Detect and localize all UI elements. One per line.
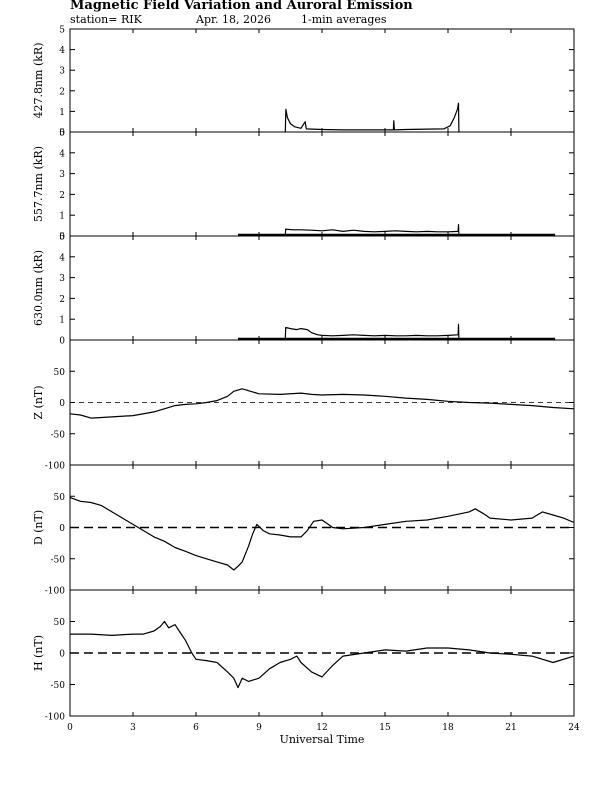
series-line-427-8nm: [284, 102, 460, 132]
y-axis-label-557-7nm: 557.7nm (kR): [32, 146, 45, 222]
y-tick-label: 0: [59, 650, 65, 660]
y-tick-label: 5: [59, 129, 65, 139]
y-tick-label: -100: [45, 462, 65, 472]
date-label: Apr. 18, 2026: [196, 13, 272, 26]
y-tick-label: 0: [59, 337, 65, 347]
panel-frame-630-0nm: [69, 235, 575, 341]
x-tick-label: 12: [316, 723, 327, 733]
y-tick-label: 0: [59, 129, 65, 139]
y-tick-label: -50: [51, 430, 66, 440]
y-tick-label: 2: [59, 191, 65, 201]
y-tick-label: 0: [59, 399, 65, 409]
y-tick-label: 2: [59, 87, 65, 97]
x-tick-label: 9: [256, 723, 262, 733]
y-tick-label: 1: [59, 316, 65, 326]
panel-frame-427-8nm: [69, 28, 575, 133]
series-line-630-0nm: [284, 323, 460, 340]
series-line-z: [69, 388, 575, 419]
series-line-h: [70, 620, 575, 689]
y-tick-label: 5: [59, 26, 65, 36]
y-tick-label: 50: [54, 368, 66, 378]
x-tick-label: 6: [193, 723, 199, 733]
y-axis-label-630-0nm: 630.0nm (kR): [32, 250, 45, 326]
y-tick-label: 0: [59, 233, 65, 243]
series-line-d: [69, 496, 575, 571]
y-tick-label: 3: [59, 67, 65, 77]
y-tick-label: 0: [59, 524, 65, 534]
y-tick-label: 3: [59, 170, 65, 180]
station-label: station= RIK: [70, 13, 142, 26]
series-line-557-7nm: [284, 224, 460, 236]
y-tick-label: 1: [59, 108, 65, 118]
y-tick-label: -50: [51, 681, 66, 691]
x-tick-label: 18: [442, 723, 454, 733]
y-axis-label-427-8nm: 427.8nm (kR): [32, 42, 45, 118]
y-tick-label: 3: [59, 274, 65, 284]
y-tick-label: -100: [45, 713, 65, 723]
y-tick-label: 5: [59, 233, 65, 243]
y-tick-label: 4: [59, 46, 65, 56]
y-tick-label: 4: [59, 253, 65, 263]
y-tick-label: 50: [54, 493, 66, 503]
x-tick-label: 21: [505, 723, 516, 733]
y-axis-label-h: H (nT): [32, 635, 45, 671]
y-tick-label: 4: [59, 149, 65, 159]
y-tick-label: -100: [45, 587, 65, 597]
panel-frame-557-7nm: [69, 131, 575, 237]
averaging-label: 1-min averages: [301, 13, 387, 26]
y-axis-label-d: D (nT): [32, 510, 45, 545]
x-tick-label: 0: [67, 723, 73, 733]
y-tick-label: 1: [59, 212, 65, 222]
x-tick-label: 3: [130, 723, 136, 733]
x-axis-label: Universal Time: [280, 733, 365, 746]
y-tick-label: 2: [59, 295, 65, 305]
y-axis-label-z: Z (nT): [32, 385, 45, 419]
y-tick-label: -50: [51, 555, 66, 565]
chart-title: Magnetic Field Variation and Auroral Emi…: [70, 0, 413, 13]
y-tick-label: 50: [54, 618, 66, 628]
x-tick-label: 15: [379, 723, 391, 733]
x-tick-label: 24: [568, 723, 580, 733]
